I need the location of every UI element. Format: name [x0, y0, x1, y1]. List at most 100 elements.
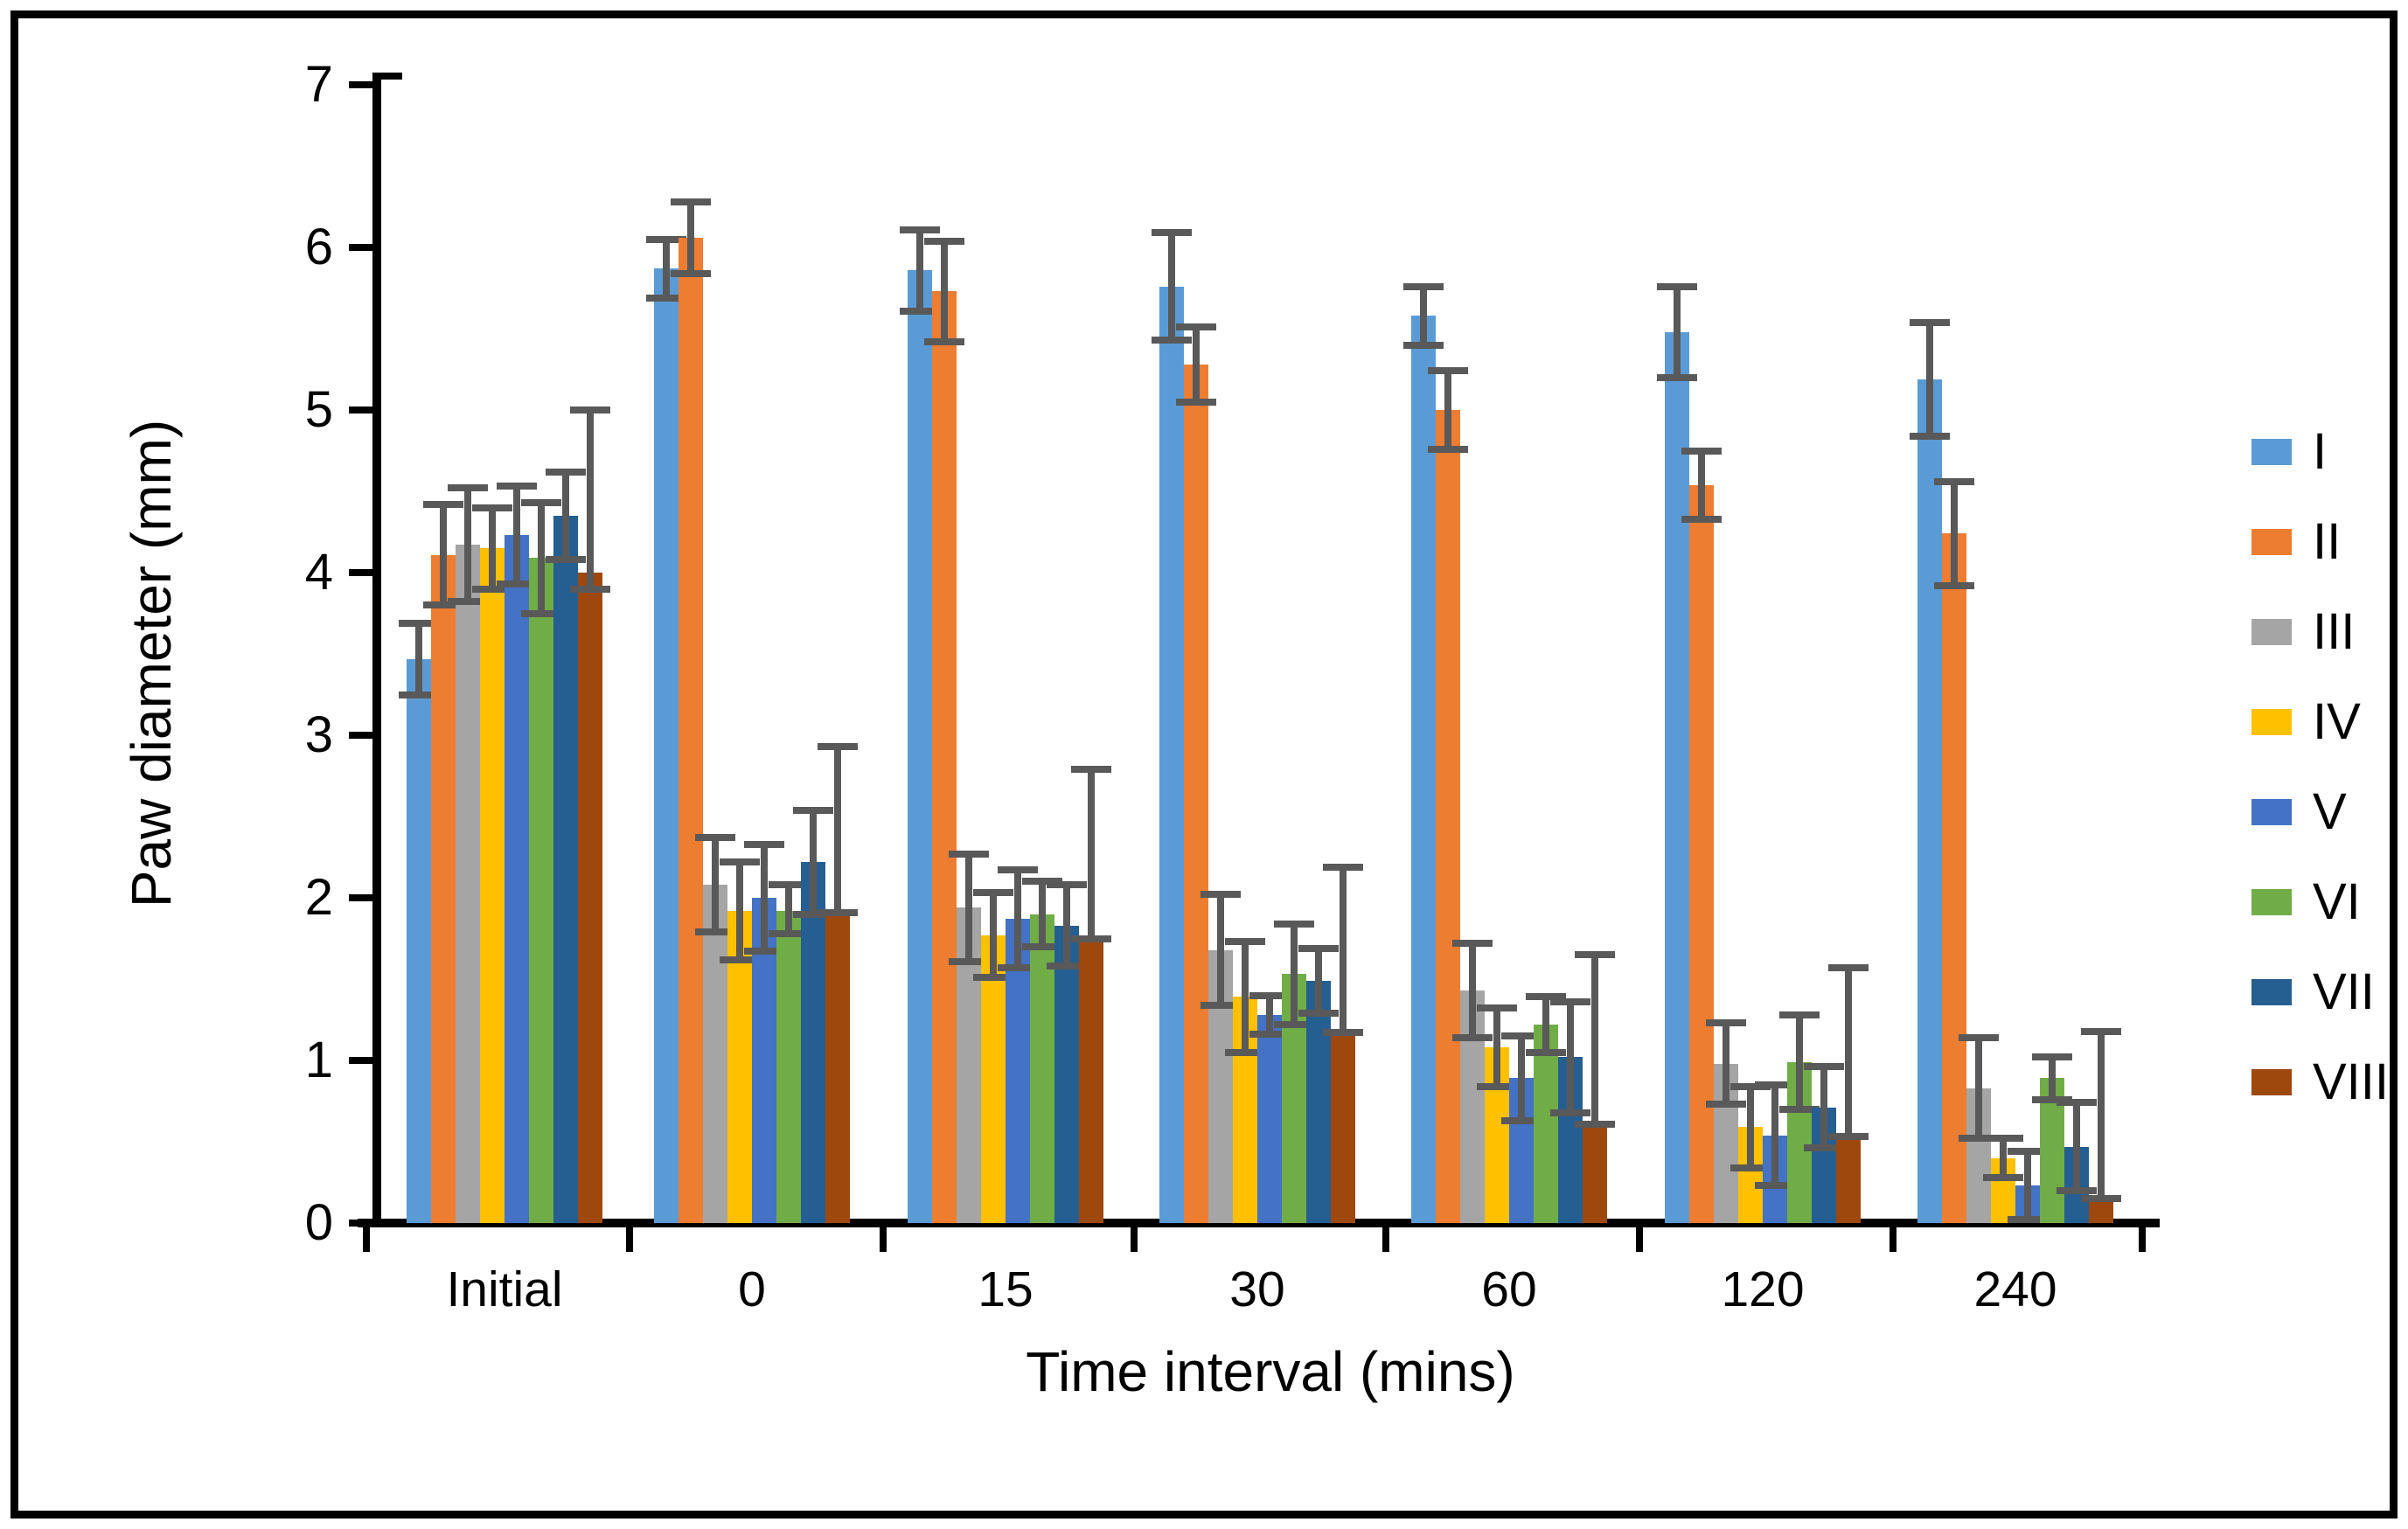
figure-frame: 0 1 2 3 4 5 6 7 Initial 0 15 30 60 120 240 Paw diamete… [10, 10, 2398, 1519]
error-bar-cap-bottom [1176, 398, 1216, 406]
legend-label-VII: VII [2313, 963, 2375, 1020]
error-bar-cap-bottom [924, 337, 964, 345]
error-bar-line [1266, 995, 1273, 1035]
error-bar-cap-bottom [497, 580, 537, 588]
error-bar-cap-bottom [1804, 1144, 1844, 1152]
error-bar-cap-bottom [1501, 1116, 1542, 1124]
error-bar-line [1014, 870, 1021, 968]
error-bar-line [1469, 943, 1476, 1038]
error-bar-line [761, 844, 768, 952]
error-bar-cap-top [423, 500, 463, 508]
error-bar-cap-bottom [1403, 341, 1444, 349]
error-bar-cap-bottom [744, 948, 784, 956]
error-bar-cap-top [1176, 323, 1216, 331]
error-bar-cap-top [1526, 993, 1566, 1001]
error-bar-cap-top [448, 484, 488, 492]
bar-VIII-30 [1331, 1029, 1355, 1223]
bar-VIII-120 [1836, 1133, 1861, 1223]
error-bar-line [1518, 1036, 1525, 1121]
error-bar-line [2098, 1031, 2105, 1199]
error-bar-cap-top [2081, 1027, 2121, 1035]
error-bar-cap-top [1201, 891, 1241, 899]
legend-item-III: III [2251, 605, 2355, 659]
error-bar-cap-bottom [399, 691, 439, 698]
x-axis-tick [2139, 1227, 2146, 1252]
error-bar-line [1420, 286, 1427, 345]
legend-label-II: II [2313, 513, 2342, 570]
category-label: 30 [1229, 1261, 1285, 1317]
error-bar-line [1674, 286, 1681, 378]
error-bar-cap-top [1934, 477, 1974, 485]
error-bar-cap-top [1779, 1011, 1820, 1018]
error-bar-cap-bottom [695, 928, 735, 936]
bar-I-30 [1159, 286, 1184, 1223]
error-bar-cap-top [1274, 920, 1314, 928]
error-bar-line [1698, 450, 1705, 519]
error-bar-line [2000, 1138, 2007, 1178]
error-bar-line [1444, 371, 1451, 449]
error-bar-cap-top [1681, 447, 1722, 455]
error-bar-cap-bottom [2081, 1195, 2121, 1203]
bar-II-15 [932, 291, 957, 1223]
legend-item-VIII: VIII [2251, 1055, 2389, 1109]
error-bar-line [990, 893, 997, 978]
error-bar-line [1975, 1037, 1982, 1139]
bar-VII-30 [1306, 980, 1331, 1223]
error-bar-cap-top [671, 198, 711, 205]
y-tick-label: 6 [304, 219, 333, 275]
error-bar-line [663, 239, 670, 298]
error-bar-cap-bottom [793, 910, 833, 918]
error-bar-cap-bottom [1249, 1031, 1290, 1039]
bar-VII-0 [801, 862, 825, 1223]
legend-marker-VII [2251, 979, 2292, 1005]
error-bar-line [489, 507, 496, 589]
error-bar-line [785, 885, 792, 934]
x-axis-tick [880, 1227, 887, 1252]
legend-label-IV: IV [2313, 693, 2361, 750]
error-bar-cap-top [1706, 1019, 1746, 1027]
error-bar-cap-bottom [1428, 445, 1468, 453]
error-bar-line [687, 201, 694, 274]
error-bar-line [834, 747, 841, 913]
error-bar-cap-top [497, 483, 537, 490]
error-bar-line [1242, 942, 1249, 1053]
error-bar-cap-bottom [2008, 1216, 2048, 1224]
error-bar-line [2049, 1057, 2056, 1100]
legend-marker-VI [2251, 889, 2292, 915]
error-bar-line [916, 229, 923, 311]
error-bar-line [1567, 1002, 1574, 1113]
error-bar-cap-top [793, 806, 833, 814]
error-bar-line [1217, 894, 1224, 1005]
legend-marker-VIII [2251, 1069, 2292, 1095]
error-bar-cap-top [1298, 944, 1339, 952]
bar-II-240 [1942, 533, 1966, 1223]
category-label: Initial [446, 1261, 563, 1317]
error-bar-cap-top [998, 866, 1038, 874]
bar-II-120 [1689, 484, 1714, 1223]
error-bar-line [1088, 769, 1095, 939]
bar-IV-Initial [480, 548, 505, 1223]
error-bar-cap-bottom [900, 307, 940, 315]
error-bar-cap-top [1828, 963, 1869, 971]
legend-label-VI: VI [2313, 873, 2361, 930]
y-axis-tick [349, 569, 377, 576]
x-axis-tick [626, 1227, 633, 1252]
error-bar-cap-top [399, 619, 439, 627]
bar-VIII-15 [1079, 935, 1103, 1223]
error-bar-cap-bottom [1910, 432, 1950, 440]
bar-VI-Initial [529, 558, 553, 1223]
legend-label-I: I [2313, 423, 2328, 480]
error-bar-cap-top [1022, 878, 1062, 886]
error-bar-cap-top [570, 407, 610, 414]
error-bar-cap-top [1730, 1082, 1771, 1090]
error-bar-cap-bottom [1575, 1120, 1615, 1128]
error-bar-line [941, 240, 948, 342]
error-bar-cap-top [900, 226, 940, 233]
error-bar-line [1771, 1084, 1778, 1186]
error-bar-cap-bottom [2032, 1095, 2072, 1103]
error-bar-cap-top [1428, 367, 1468, 375]
error-bar-cap-bottom [671, 269, 711, 277]
error-bar-cap-bottom [448, 598, 488, 606]
legend-marker-III [2251, 619, 2292, 645]
error-bar-cap-top [769, 881, 809, 889]
